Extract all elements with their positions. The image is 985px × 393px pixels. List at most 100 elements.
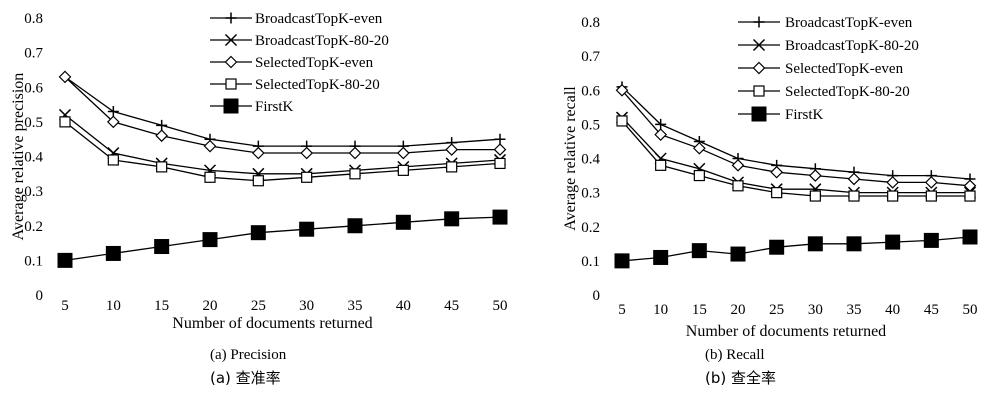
data-point	[251, 146, 265, 160]
data-point	[347, 218, 363, 234]
caption: (b) Recall	[705, 347, 765, 363]
data-point	[808, 169, 822, 182]
series-BroadcastTopK-even	[616, 81, 976, 185]
data-point	[59, 116, 71, 128]
data-point	[444, 211, 460, 227]
x-tick-label: 40	[396, 298, 411, 314]
data-point	[614, 253, 630, 269]
x-tick-label: 50	[493, 298, 508, 314]
y-tick-label: 0.2	[581, 220, 600, 236]
data-point	[301, 171, 313, 183]
data-point	[616, 115, 628, 127]
x-tick-label: 35	[847, 302, 862, 318]
x-tick-label: 5	[61, 298, 69, 314]
data-point	[691, 243, 707, 259]
x-tick-label: 50	[963, 302, 978, 318]
legend-label: FirstK	[785, 107, 824, 123]
data-point	[349, 168, 361, 180]
x-tick-label: 15	[692, 302, 707, 318]
data-point	[107, 154, 119, 166]
data-point	[57, 252, 73, 268]
series-BroadcastTopK-even	[59, 71, 506, 152]
x-tick-label: 45	[444, 298, 459, 314]
data-point	[924, 176, 938, 189]
data-point	[300, 146, 314, 160]
data-point	[299, 221, 315, 237]
y-axis-title: Average relative recall	[562, 86, 579, 231]
series-FirstK	[614, 229, 978, 269]
series-BroadcastTopK-80-20	[615, 111, 977, 199]
data-point	[770, 165, 784, 179]
x-tick-label: 10	[106, 298, 121, 314]
data-point	[693, 169, 705, 182]
data-point	[155, 129, 169, 143]
series-line	[621, 86, 971, 180]
y-tick-label: 0.7	[24, 46, 43, 62]
series-SelectedTopK-even	[58, 70, 507, 160]
x-tick-label: 25	[251, 298, 266, 314]
data-point	[107, 105, 119, 117]
data-point	[106, 115, 120, 129]
data-point	[809, 190, 821, 202]
data-point	[615, 83, 629, 97]
data-point	[732, 180, 744, 192]
y-tick-label: 0.8	[581, 15, 600, 31]
x-tick-label: 30	[808, 302, 823, 318]
legend-label: BroadcastTopK-80-20	[255, 33, 389, 49]
data-point	[846, 236, 862, 252]
data-point	[58, 70, 72, 84]
y-tick-label: 0.4	[24, 150, 43, 166]
series-SelectedTopK-80-20	[59, 116, 506, 187]
legend-marker	[223, 98, 239, 114]
series-BroadcastTopK-80-20	[58, 108, 507, 180]
data-point	[655, 118, 667, 130]
data-point	[964, 190, 976, 202]
y-tick-label: 0.8	[24, 11, 43, 27]
caption-cn: (a) 查准率	[210, 369, 281, 387]
data-point	[494, 133, 506, 145]
legend: BroadcastTopK-even BroadcastTopK-80-20 Sel…	[210, 11, 389, 115]
y-tick-label: 0	[36, 288, 44, 304]
y-tick-label: 0	[593, 288, 601, 304]
data-point	[203, 139, 217, 153]
legend-marker	[752, 38, 766, 52]
data-point	[446, 161, 458, 173]
x-tick-label: 20	[731, 302, 746, 318]
y-axis-title: Average relative precision	[10, 73, 27, 241]
x-tick-label: 35	[348, 298, 363, 314]
series-line	[621, 117, 970, 194]
series-line	[64, 216, 501, 262]
data-point	[655, 159, 667, 171]
x-tick-label: 25	[769, 302, 784, 318]
y-tick-label: 0.1	[24, 253, 43, 269]
legend-label: SelectedTopK-80-20	[255, 77, 380, 93]
data-point	[492, 209, 508, 225]
data-point	[769, 239, 785, 255]
data-point	[886, 176, 900, 189]
data-point	[396, 146, 410, 160]
series-line	[64, 76, 500, 154]
legend-marker	[224, 33, 238, 47]
legend-marker	[752, 61, 766, 75]
data-point	[887, 190, 899, 202]
x-axis-title: Number of documents returned	[172, 315, 372, 332]
y-tick-label: 0.7	[581, 49, 600, 65]
y-tick-label: 0.6	[24, 80, 43, 96]
legend: BroadcastTopK-even BroadcastTopK-80-20 Sel…	[738, 15, 919, 123]
caption-cn: (b) 查全率	[705, 369, 776, 387]
legend-marker	[225, 12, 237, 24]
data-point	[771, 187, 783, 199]
series-line	[621, 89, 971, 187]
legend-label: SelectedTopK-even	[785, 61, 904, 77]
data-point	[848, 190, 860, 202]
data-point	[252, 175, 264, 187]
x-tick-label: 45	[924, 302, 939, 318]
legend-label: FirstK	[255, 99, 294, 115]
data-point	[204, 171, 216, 183]
x-tick-label: 30	[299, 298, 314, 314]
legend-marker	[224, 55, 238, 69]
data-point	[962, 229, 978, 245]
data-point	[653, 249, 669, 265]
y-tick-label: 0.5	[24, 115, 43, 131]
